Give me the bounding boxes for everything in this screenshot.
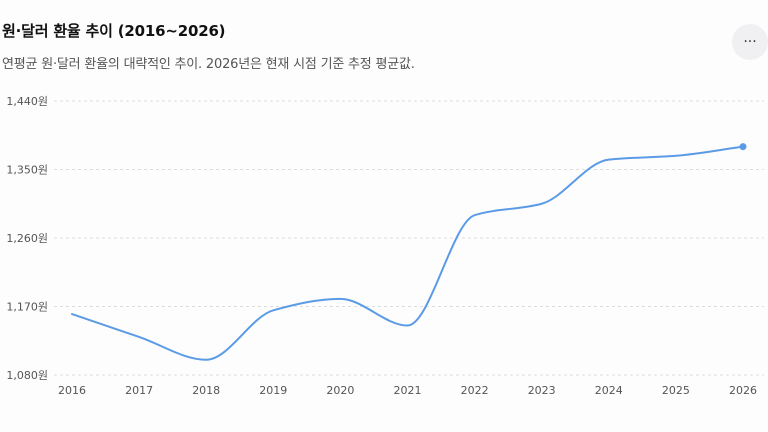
series-end-point[interactable]: [739, 143, 747, 151]
x-tick-label: 2022: [461, 384, 489, 397]
x-tick-label: 2021: [394, 384, 422, 397]
series-line: [71, 145, 744, 361]
x-tick-label: 2020: [326, 384, 354, 397]
x-tick-label: 2018: [192, 384, 220, 397]
x-tick-label: 2024: [595, 384, 623, 397]
x-tick-label: 2019: [259, 384, 287, 397]
x-tick-label: 2023: [528, 384, 556, 397]
y-tick-label: 1,440원: [6, 95, 48, 108]
y-tick-label: 1,170원: [6, 301, 48, 314]
more-horizontal-icon: ···: [743, 34, 757, 50]
x-tick-label: 2026: [729, 384, 757, 397]
x-tick-label: 2025: [662, 384, 690, 397]
y-tick-label: 1,080원: [6, 369, 48, 382]
y-tick-label: 1,350원: [6, 164, 48, 177]
chart-subtitle: 연평균 원·달러 환율의 대략적인 추이. 2026년은 현재 시점 기준 추정…: [2, 57, 415, 72]
more-options-button[interactable]: ···: [732, 24, 768, 60]
y-tick-label: 1,260원: [6, 232, 48, 245]
chart-title: 원·달러 환율 추이 (2016~2026): [2, 22, 226, 40]
x-tick-label: 2017: [125, 384, 153, 397]
x-tick-label: 2016: [58, 384, 86, 397]
